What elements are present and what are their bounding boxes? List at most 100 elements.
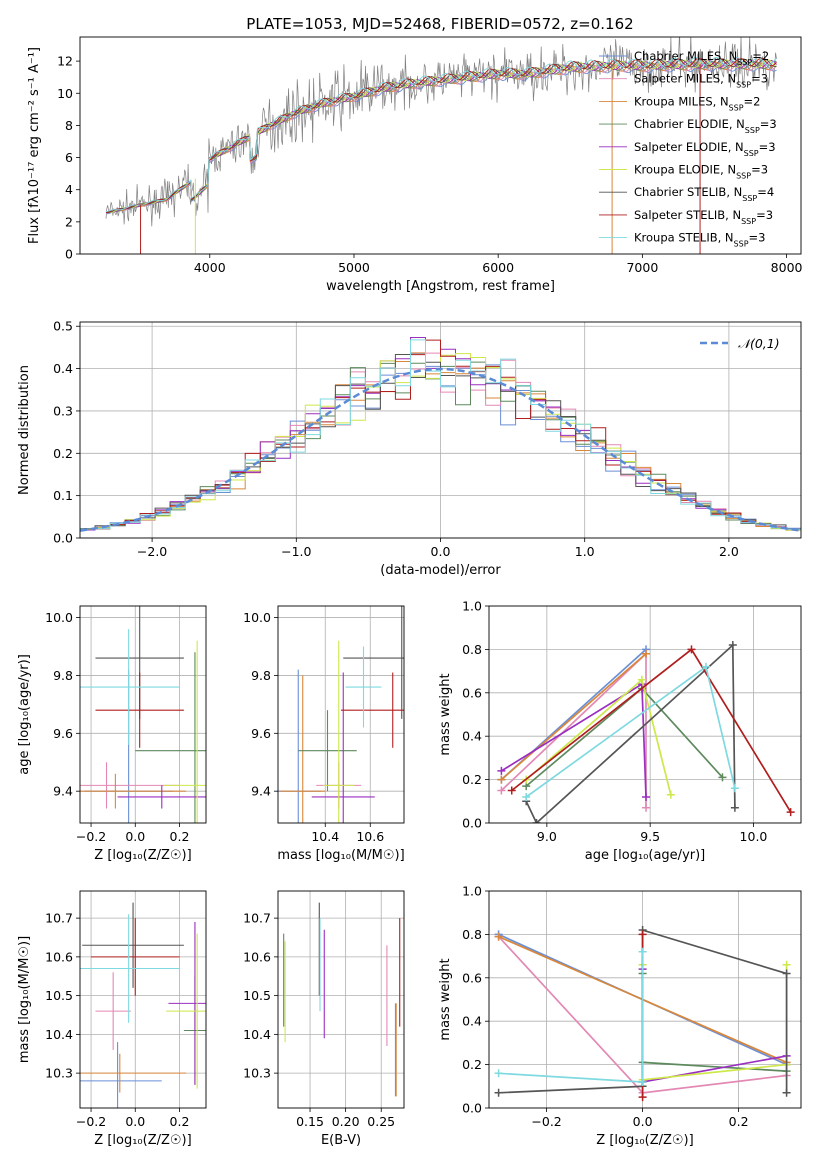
weight-series <box>507 645 795 817</box>
x-tick-label: 0.15 <box>296 1114 324 1129</box>
legend-label: Salpeter STELIB, NSSP=3 <box>634 208 773 226</box>
y-axis-label: mass [log₁₀(M/M☉)] <box>17 936 32 1063</box>
error-bar-point <box>168 922 206 1085</box>
model-spectrum-line <box>105 57 777 213</box>
plot-area <box>278 606 404 823</box>
x-tick-label: 0.2 <box>170 1114 190 1129</box>
subscript-text: SSP <box>729 103 744 112</box>
panel-5: 9.0 9.5 10.0 0.0 0.2 0.4 0.6 0.8 1.0 age [log₁₀(a… <box>438 599 802 863</box>
subscript-text: SSP <box>737 58 752 67</box>
weight-line <box>500 653 647 781</box>
legend-label: Kroupa STELIB, NSSP=3 <box>634 231 765 249</box>
y-tick-label: 0.1 <box>53 488 73 503</box>
plots-layer: 4000 5000 6000 7000 8000 0 2 4 6 8 10 12 wavelength … <box>17 36 803 1148</box>
x-tick-label: 0.0 <box>431 544 451 559</box>
weight-marker <box>638 947 647 956</box>
y-tick-label: 0.4 <box>462 1014 482 1029</box>
x-axis-label: Z [log₁₀(Z/Z☉)] <box>94 848 191 863</box>
subscript-text: SSP <box>745 126 760 135</box>
plot-area <box>80 606 206 823</box>
plot-area <box>105 37 777 254</box>
error-bar-point <box>323 640 355 823</box>
x-tick-label: 1.0 <box>575 544 595 559</box>
weight-line <box>511 648 792 813</box>
model-spectrum-line <box>105 60 777 213</box>
error-bar-point <box>80 773 187 809</box>
weight-marker <box>642 792 651 801</box>
y-axis-label: mass weight <box>438 958 453 1040</box>
x-tick-label: 6000 <box>482 260 514 275</box>
axes-frame <box>488 605 802 824</box>
y-tick-label: 8 <box>65 118 73 133</box>
y-tick-label: 0.6 <box>462 685 482 700</box>
error-bar-point <box>80 1053 187 1093</box>
y-tick-label: 0.2 <box>462 1057 482 1072</box>
y-tick-label: 10.4 <box>243 1027 271 1042</box>
weight-line <box>500 651 647 808</box>
x-tick-label: 0.0 <box>125 829 145 844</box>
x-axis-label: mass [log₁₀(M/M☉)] <box>277 848 404 863</box>
legend-label: Salpeter MILES, NSSP=3 <box>634 72 768 90</box>
x-tick-label: 9.0 <box>537 829 557 844</box>
panel-3: −0.2 0.0 0.2 9.4 9.6 9.8 10.0 Z [log₁₀(Z/Z☉)] ag… <box>17 605 207 863</box>
panel-2: −2.0 −1.0 0.0 1.0 2.0 0.0 0.1 0.2 0.3 0.4 0.5 (data… <box>17 319 802 578</box>
weight-marker <box>687 645 696 654</box>
model-spectrum-line <box>105 58 777 214</box>
weight-series <box>638 965 791 1086</box>
y-tick-label: 10.6 <box>45 949 73 964</box>
error-bar-point <box>135 652 206 823</box>
weight-series <box>522 684 727 791</box>
x-tick-label: 7000 <box>626 260 658 275</box>
subscript-text: SSP <box>741 216 756 225</box>
legend-label: Kroupa MILES, NSSP=2 <box>634 94 760 112</box>
y-axis-label: mass weight <box>438 673 453 755</box>
y-tick-label: 0.6 <box>462 970 482 985</box>
weight-marker <box>497 775 506 784</box>
x-axis-label: age [log₁₀(age/yr)] <box>585 848 706 863</box>
x-tick-label: −0.2 <box>76 1114 106 1129</box>
weight-marker <box>638 1093 647 1102</box>
weight-marker <box>782 960 791 969</box>
y-tick-label: 2 <box>65 214 73 229</box>
y-tick-label: 1.0 <box>462 599 482 614</box>
y-tick-label: 10.6 <box>243 949 271 964</box>
y-tick-label: 6 <box>65 150 73 165</box>
plot-area <box>80 322 801 538</box>
weight-line <box>525 665 736 798</box>
weight-marker <box>638 930 647 939</box>
plot-area <box>489 606 801 823</box>
x-axis-label: Z [log₁₀(Z/Z☉)] <box>596 1133 693 1148</box>
x-tick-label: 2.0 <box>719 544 739 559</box>
x-tick-label: −0.2 <box>531 1114 561 1129</box>
y-tick-label: 1.0 <box>462 884 482 899</box>
axes-frame <box>79 321 802 539</box>
error-bar-point <box>166 933 206 1089</box>
weight-marker <box>497 786 506 795</box>
x-tick-label: 8000 <box>771 260 803 275</box>
error-bar-point <box>311 672 375 823</box>
legend-label: Salpeter ELODIE, NSSP=3 <box>634 140 776 158</box>
y-tick-label: 0.4 <box>462 729 482 744</box>
panel-8: −0.2 0.0 0.2 0.0 0.2 0.4 0.6 0.8 1.0 Z [log₁₀(Z/Z… <box>438 884 802 1148</box>
y-tick-label: 0.0 <box>462 816 482 831</box>
y-tick-label: 0.8 <box>462 927 482 942</box>
weight-marker <box>494 1069 503 1078</box>
subscript-text: SSP <box>736 80 751 89</box>
error-bar-point <box>91 918 180 996</box>
error-bar-point <box>343 606 404 719</box>
weight-marker <box>666 790 675 799</box>
y-tick-label: 0.5 <box>53 319 73 334</box>
weight-marker <box>494 932 503 941</box>
figure-title: PLATE=1053, MJD=52468, FIBERID=0572, z=0… <box>246 15 633 33</box>
weight-marker <box>728 641 737 650</box>
axes-frame <box>488 890 802 1109</box>
panel-7: 0.15 0.20 0.25 10.3 10.4 10.5 10.6 10.7 E(B-V) <box>243 890 405 1148</box>
error-bar-point <box>82 902 184 988</box>
error-bar-point <box>80 1042 162 1108</box>
error-bar-point <box>80 914 180 1023</box>
weight-line <box>525 643 736 823</box>
weight-marker <box>507 786 516 795</box>
weight-series <box>494 947 647 1086</box>
x-tick-label: 0.0 <box>633 1114 653 1129</box>
